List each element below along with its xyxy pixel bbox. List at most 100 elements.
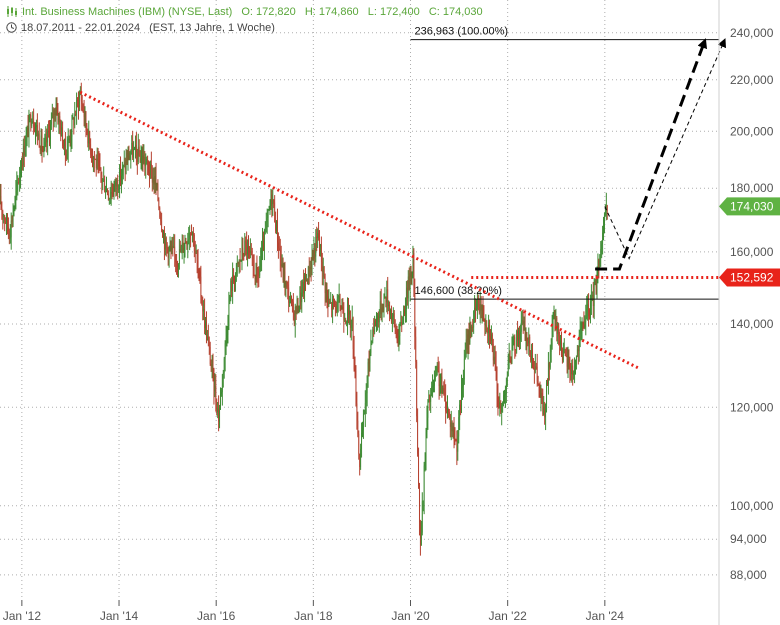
candle-body <box>102 179 104 182</box>
candle-body <box>499 402 501 408</box>
candle <box>237 261 239 268</box>
candle <box>202 296 204 321</box>
candle-body <box>580 328 582 330</box>
candle-body <box>259 266 261 276</box>
candle-body <box>47 130 49 143</box>
candle-body <box>225 337 227 344</box>
candle <box>57 103 59 125</box>
candle <box>26 125 28 147</box>
candle-body <box>362 430 363 433</box>
candle-body <box>244 240 246 256</box>
fib-level-label: 236,963 (100.00%) <box>415 26 509 38</box>
candle <box>55 97 57 128</box>
candle-body <box>219 407 220 422</box>
candle <box>439 373 441 397</box>
candle-body <box>403 309 404 324</box>
candle <box>14 195 16 212</box>
candle-body <box>528 336 530 344</box>
candle <box>441 368 443 398</box>
candle <box>155 162 157 196</box>
candle-body <box>350 320 352 328</box>
candle <box>365 383 367 415</box>
candle-body <box>36 125 38 137</box>
x-tick-label: Jan '16 <box>197 609 236 623</box>
candle-body <box>587 304 589 309</box>
candle <box>493 346 495 365</box>
candle <box>226 326 228 347</box>
candle <box>245 236 247 256</box>
candle-body <box>465 339 467 355</box>
candle-body <box>476 309 477 311</box>
candle-body <box>99 166 101 168</box>
candle <box>296 295 298 315</box>
candle <box>44 133 46 152</box>
candle-body <box>516 331 518 351</box>
candle <box>184 234 186 258</box>
candle-body <box>490 336 491 341</box>
candle <box>574 357 576 384</box>
candle <box>546 379 548 413</box>
candle-body <box>242 247 244 256</box>
candle-body <box>176 262 177 263</box>
candle-body <box>276 221 277 231</box>
candle-body <box>299 292 301 306</box>
candle <box>523 316 525 331</box>
candle <box>6 213 8 235</box>
candle-body <box>210 364 212 367</box>
candle-body <box>336 299 338 312</box>
candle-body <box>5 221 7 224</box>
candle-body <box>552 315 554 325</box>
candle-body <box>208 341 210 348</box>
candle <box>150 151 152 179</box>
candle <box>460 399 462 416</box>
candle-body <box>331 302 333 310</box>
candle-body <box>406 287 408 299</box>
candle-body <box>452 426 454 432</box>
candle-body <box>38 133 40 148</box>
candle <box>46 128 48 153</box>
candle <box>506 371 508 387</box>
candle <box>229 294 231 305</box>
candle-body <box>121 175 122 181</box>
candle-body <box>533 368 535 371</box>
candle <box>152 167 154 190</box>
candle <box>304 273 306 303</box>
candle <box>490 325 492 346</box>
candle-body <box>367 362 369 376</box>
candle-body <box>541 392 543 402</box>
candle-body <box>577 349 579 352</box>
candle <box>311 243 313 276</box>
candle <box>108 197 110 205</box>
candle-body <box>177 262 178 267</box>
candle <box>117 174 119 200</box>
candle-body <box>348 309 349 315</box>
candle <box>420 520 422 546</box>
candle-body <box>250 251 252 255</box>
candle-body <box>42 150 44 152</box>
candle <box>67 128 69 163</box>
candle-body <box>63 145 64 147</box>
candle <box>387 276 389 315</box>
candle-body <box>349 310 351 328</box>
candle <box>193 233 195 258</box>
candle <box>239 247 241 273</box>
candle <box>509 350 511 363</box>
candle <box>241 236 243 271</box>
candle <box>468 322 470 355</box>
candle-body <box>203 309 205 312</box>
candle-body <box>518 333 519 341</box>
candle <box>233 275 235 292</box>
candle-body <box>253 265 255 277</box>
candle <box>532 342 534 369</box>
candle-body <box>397 340 399 346</box>
candle <box>459 400 461 431</box>
candle <box>11 215 13 228</box>
candle <box>166 242 168 254</box>
candle <box>250 243 252 256</box>
candle <box>560 335 562 351</box>
candle-body <box>462 386 463 388</box>
candle <box>393 310 395 328</box>
candle-body <box>320 244 322 262</box>
candle <box>172 236 174 257</box>
